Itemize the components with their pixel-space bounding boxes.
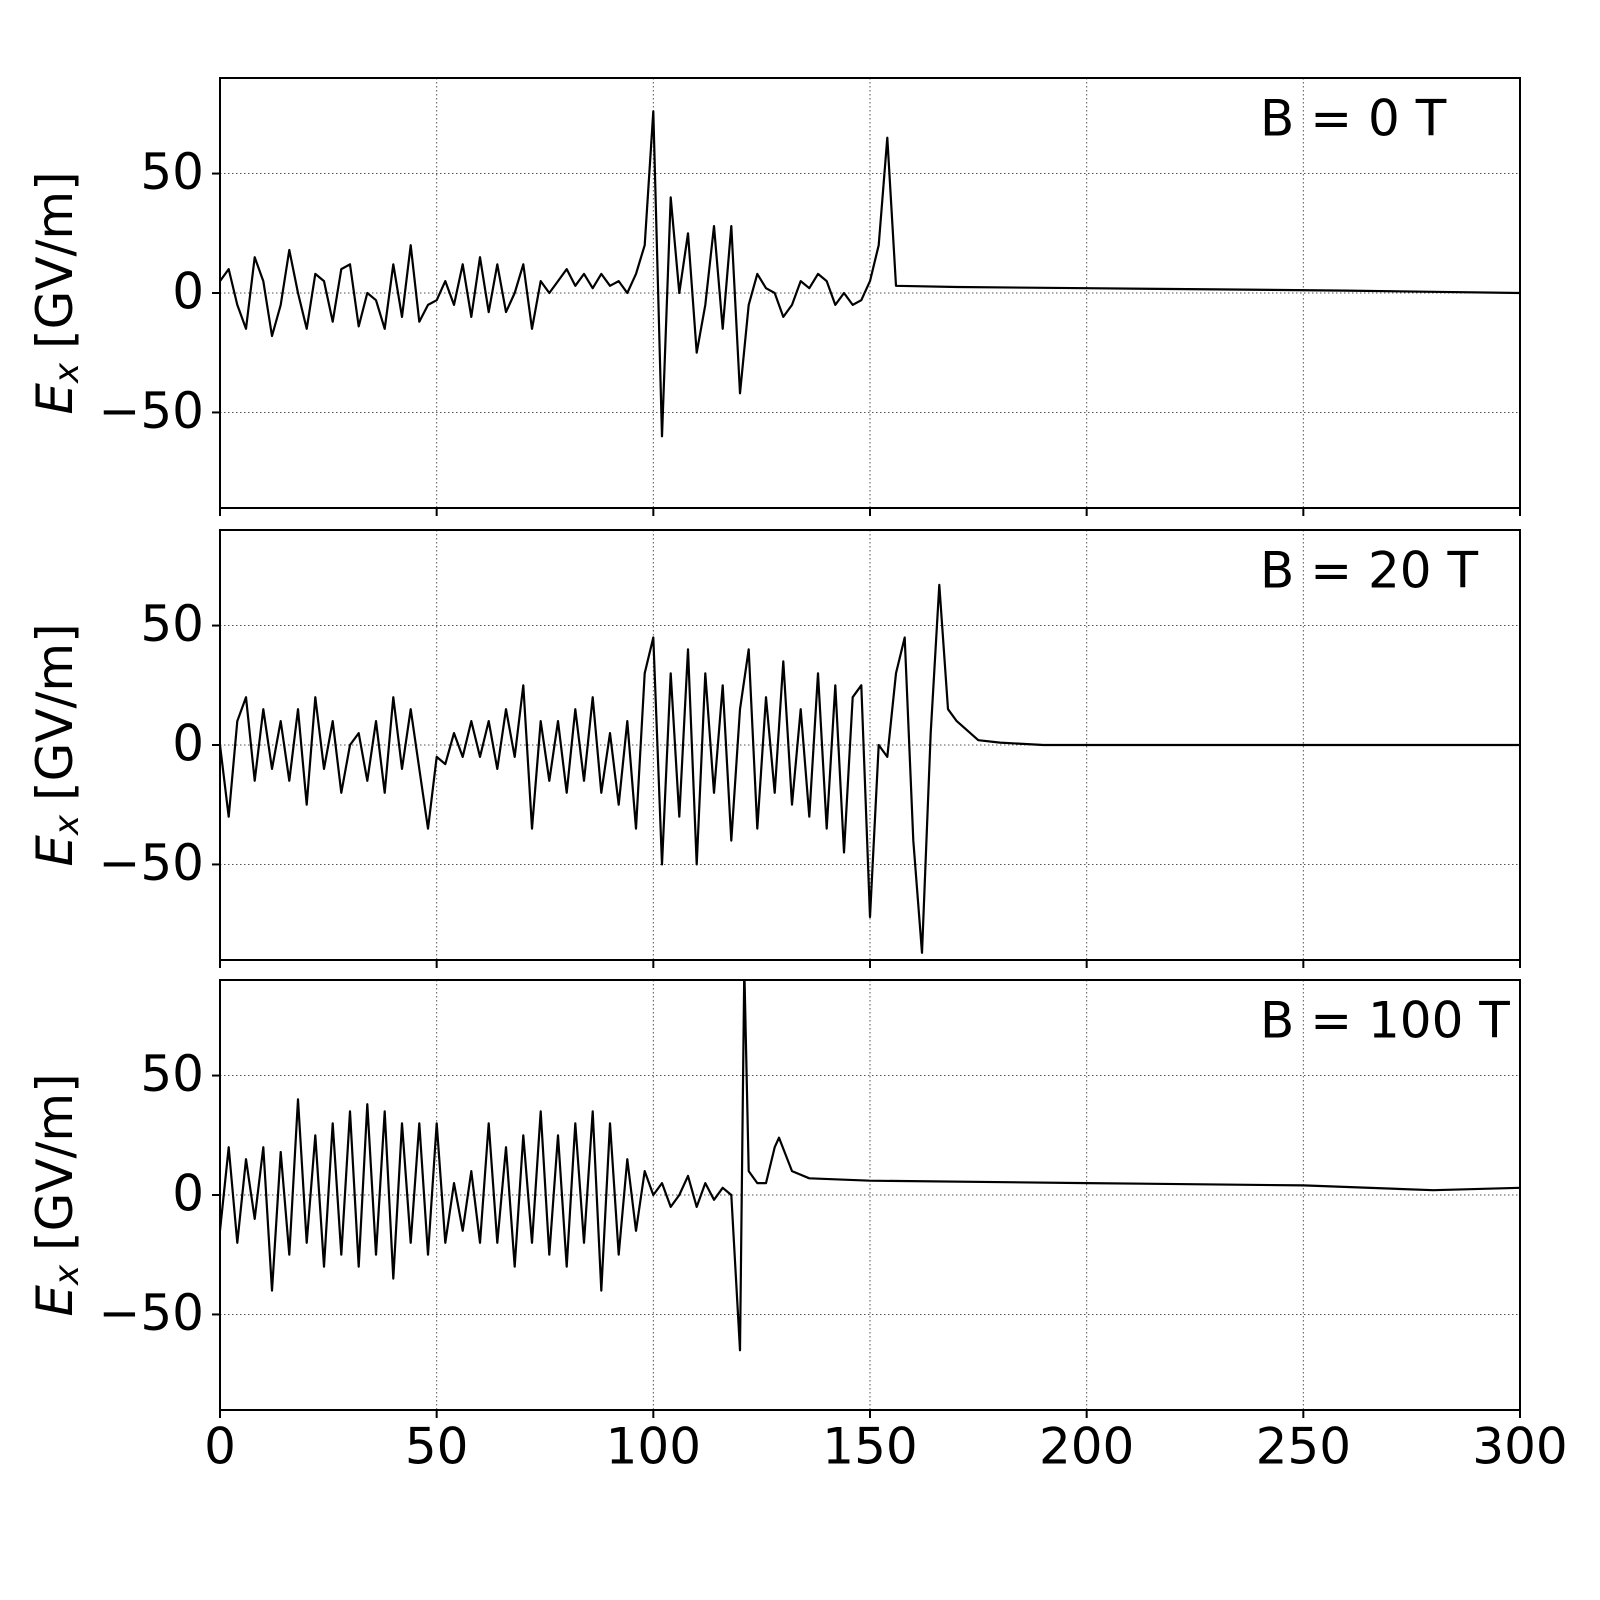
y-label-subscript: x xyxy=(47,1264,87,1286)
y-label-subscript: x xyxy=(47,814,87,836)
y-label-subscript: x xyxy=(47,362,87,384)
panel: −50 0 50 B = 20 T Ex [GV/m] xyxy=(26,529,1521,968)
y-tick-label: 0 xyxy=(172,715,204,773)
y-axis-label: Ex [GV/m] xyxy=(26,171,87,414)
y-label-symbol: E xyxy=(26,835,84,867)
y-label-unit: [GV/m] xyxy=(26,171,84,349)
y-tick-label: 0 xyxy=(172,1165,204,1223)
y-tick-label: 50 xyxy=(140,1045,204,1103)
data-line xyxy=(220,110,1520,438)
annotation: B = 20 T xyxy=(1260,542,1479,600)
y-tick-label: −50 xyxy=(98,382,204,440)
y-axis-label: Ex [GV/m] xyxy=(26,623,87,866)
y-tick-label: 0 xyxy=(172,263,204,321)
y-label-symbol: E xyxy=(26,383,84,415)
annotation: B = 0 T xyxy=(1260,90,1447,148)
y-tick-label: 50 xyxy=(140,595,204,653)
x-tick-label: 200 xyxy=(1039,1418,1134,1476)
y-label-symbol: E xyxy=(26,1285,84,1317)
y-axis-label: Ex [GV/m] xyxy=(26,1073,87,1316)
x-tick-label: 250 xyxy=(1256,1418,1351,1476)
plot-frame xyxy=(219,77,1521,509)
data-line xyxy=(220,583,1520,954)
y-label-unit: [GV/m] xyxy=(26,1073,84,1251)
x-tick-label: 100 xyxy=(606,1418,701,1476)
data-line xyxy=(220,980,1520,1352)
panel: −50 0 50 B = 0 T Ex [GV/m] xyxy=(26,77,1521,516)
annotation: B = 100 T xyxy=(1260,992,1510,1050)
x-tick-label: 50 xyxy=(405,1418,469,1476)
y-tick-label: 50 xyxy=(140,143,204,201)
y-tick-label: −50 xyxy=(98,1284,204,1342)
x-tick-label: 150 xyxy=(822,1418,917,1476)
plot-frame xyxy=(219,529,1521,961)
y-label-unit: [GV/m] xyxy=(26,623,84,801)
plot-frame xyxy=(219,979,1521,1411)
panel: 0 50 100 150 200 250 300 −50 0 50 B = 100 T Ex [GV/m… xyxy=(26,979,1568,1476)
y-tick-label: −50 xyxy=(98,834,204,892)
x-tick-label: 0 xyxy=(204,1418,236,1476)
x-tick-label: 300 xyxy=(1472,1418,1567,1476)
